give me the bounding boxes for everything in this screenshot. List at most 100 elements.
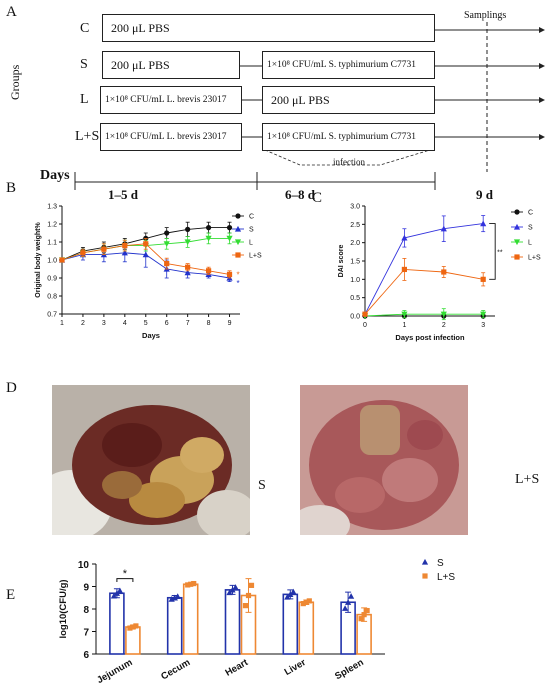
data-point-C [185,226,191,232]
category-label-liver: Liver [283,657,308,678]
data-point-L+S [122,243,128,249]
data-point-L [184,239,191,246]
replicate-point [188,581,194,587]
replicate-point [130,624,136,630]
panel-c-letter: C [312,190,323,206]
group-s-second-box: 1×10⁸ CFU/mL S. typhimurium C7731 [262,51,435,79]
significance-bracket [489,223,496,280]
replicate-point [306,598,312,604]
group-ls-first-box: 1×10⁸ CFU/mL L. brevis 23017 [100,123,242,151]
group-c-treatment: 200 μL PBS [111,20,170,35]
data-point-L [440,311,447,318]
y-tick-label: 2.0 [350,240,360,247]
replicate-point [358,616,364,622]
legend-marker [514,254,520,260]
replicate-point [290,588,297,595]
replicate-point [174,593,181,599]
y-tick-label: 8 [83,605,89,616]
legend-marker [513,239,521,246]
y-tick-label: 10 [78,560,90,571]
legend-marker-S [421,558,429,565]
replicate-point [133,623,139,629]
group-label-s: S [80,57,88,72]
data-point-C [164,230,170,236]
series-line-L+S [364,268,484,315]
x-axis-label: Days post infection [395,333,465,342]
bar-S-Cecum [166,596,183,655]
replicate-point [242,603,249,609]
replicate-point [303,599,309,605]
group-ls-second: 1×10⁸ CFU/mL S. typhimurium C7731 [267,132,416,142]
data-point-L [401,311,408,318]
data-point-S [480,220,487,227]
x-tick-label: 0 [363,322,367,329]
significance-star: * [237,279,240,288]
data-point-C [205,225,212,231]
dai-score-chart: 0.0 0.5 1.0 1.5 2.0 2.5 3.0 0 1 2 3 Days post infec… [338,204,541,343]
samplings-label: Samplings [464,10,507,21]
photo-ls-group [300,385,468,535]
category-label-spleen: Spleen [333,657,366,682]
group-label-l: L [80,92,89,107]
legend-label-S: S [249,227,254,234]
y-tick-label: 1.0 [47,258,57,265]
data-point-L+S [480,276,486,282]
data-point-L+S [226,271,233,277]
series-line-L [364,313,484,317]
legend-label-C: C [528,210,533,217]
panel-b-letter: B [6,180,17,196]
category-label-jejunum: Jejunum [95,657,134,686]
legend-label-L: L [528,240,532,247]
x-tick-label: 7 [186,320,190,327]
data-point-L [205,235,212,242]
data-point-L+S [401,266,407,273]
category-label-cecum: Cecum [159,657,192,682]
group-ls-first: 1×10⁸ CFU/mL L. brevis 23017 [105,132,227,142]
period-1: 1–5 d [108,187,138,202]
y-tick-label: 1.3 [47,204,57,211]
legend-marker [234,225,242,232]
legend-marker [235,213,241,219]
y-tick-label: 0.7 [47,312,57,319]
legend-marker [235,252,241,258]
y-tick-label: 6 [83,650,89,661]
data-point-L [163,241,170,247]
photo-label-s: S [258,478,266,493]
legend-label-C: C [249,214,254,221]
replicate-point [348,593,355,599]
x-tick-label: 3 [481,322,485,329]
x-tick-label: 6 [165,320,169,327]
group-l-first: 1×10⁸ CFU/mL L. brevis 23017 [105,95,227,105]
y-tick-label: 0.8 [47,294,57,301]
replicate-point [116,587,123,594]
y-tick-label: 0.0 [350,314,360,321]
replicate-point [191,580,197,587]
y-tick-label: 1.1 [47,240,57,247]
x-tick-label: 2 [81,320,85,327]
group-s-first: 200 μL PBS [111,57,170,72]
bar-L+S-Liver [298,601,315,655]
y-axis-label: DAI score [338,245,345,278]
data-point-L [226,235,233,242]
y-tick-label: 9 [83,583,89,594]
group-c-treatment-box: 200 μL PBS [102,14,435,42]
replicate-point [185,582,191,588]
y-tick-label: 2.5 [350,222,360,229]
panel-a-arrows [74,22,545,190]
replicate-point [342,605,349,611]
legend-marker [514,209,520,215]
y-axis-label: Original body weight% [35,222,42,298]
x-tick-label: 3 [102,320,106,327]
legend-label-S: S [437,558,444,569]
replicate-point [127,625,133,631]
days-label: Days [40,168,70,183]
x-tick-label: 1 [402,322,406,329]
legend-marker-L+S [422,573,428,579]
significance-bracket [116,578,134,582]
data-point-S [401,234,408,241]
data-point-S [184,269,191,276]
replicate-point [232,584,239,590]
y-tick-label: 1.0 [350,277,360,284]
group-l-first-box: 1×10⁸ CFU/mL L. brevis 23017 [100,86,242,114]
group-l-second: 200 μL PBS [271,92,330,107]
